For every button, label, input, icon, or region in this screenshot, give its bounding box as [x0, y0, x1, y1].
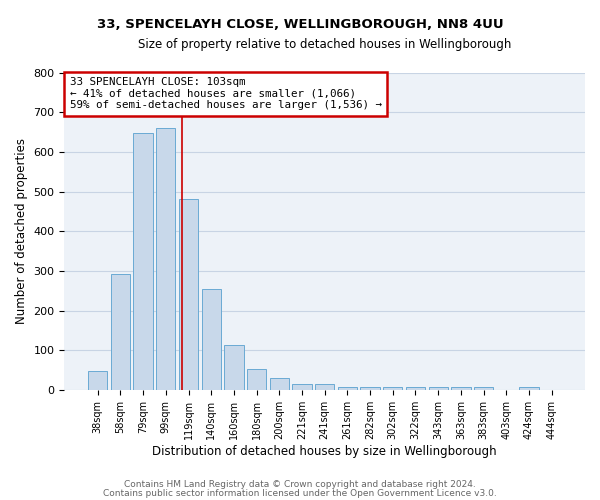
- Bar: [451, 386, 470, 390]
- Bar: [111, 274, 130, 390]
- Bar: [520, 386, 539, 390]
- Bar: [406, 386, 425, 390]
- Bar: [338, 386, 357, 390]
- Bar: [315, 384, 334, 390]
- Bar: [156, 128, 175, 390]
- Bar: [247, 369, 266, 390]
- Title: Size of property relative to detached houses in Wellingborough: Size of property relative to detached ho…: [138, 38, 511, 51]
- Bar: [202, 290, 221, 390]
- Text: Contains HM Land Registry data © Crown copyright and database right 2024.: Contains HM Land Registry data © Crown c…: [124, 480, 476, 489]
- Bar: [428, 386, 448, 390]
- Bar: [474, 386, 493, 390]
- Y-axis label: Number of detached properties: Number of detached properties: [15, 138, 28, 324]
- Bar: [383, 386, 403, 390]
- Bar: [361, 386, 380, 390]
- Text: 33, SPENCELAYH CLOSE, WELLINGBOROUGH, NN8 4UU: 33, SPENCELAYH CLOSE, WELLINGBOROUGH, NN…: [97, 18, 503, 30]
- Text: 33 SPENCELAYH CLOSE: 103sqm
← 41% of detached houses are smaller (1,066)
59% of : 33 SPENCELAYH CLOSE: 103sqm ← 41% of det…: [70, 78, 382, 110]
- Bar: [292, 384, 311, 390]
- Bar: [269, 378, 289, 390]
- Bar: [224, 345, 244, 390]
- Bar: [133, 133, 153, 390]
- X-axis label: Distribution of detached houses by size in Wellingborough: Distribution of detached houses by size …: [152, 444, 497, 458]
- Bar: [88, 371, 107, 390]
- Text: Contains public sector information licensed under the Open Government Licence v3: Contains public sector information licen…: [103, 488, 497, 498]
- Bar: [179, 200, 198, 390]
